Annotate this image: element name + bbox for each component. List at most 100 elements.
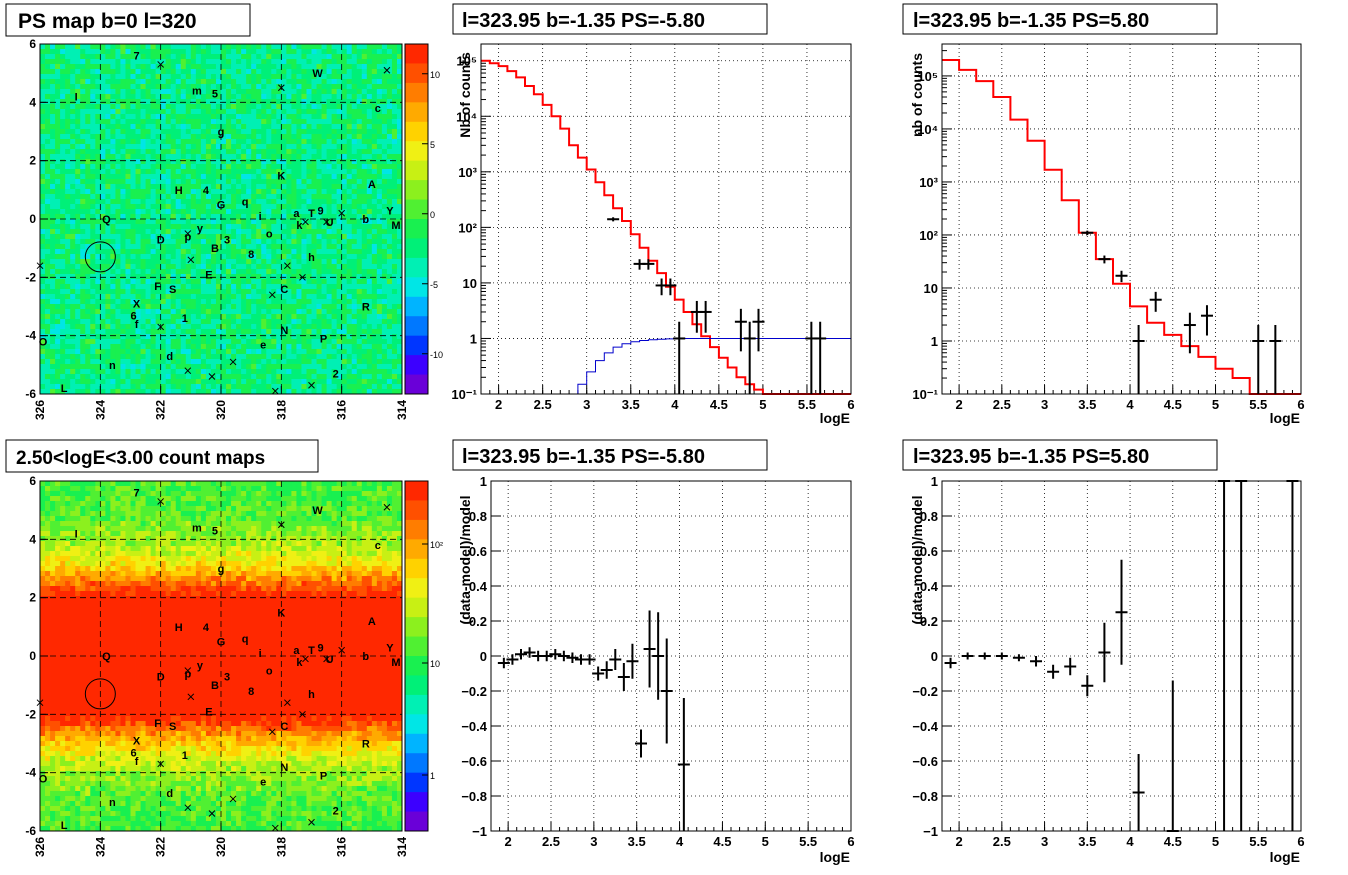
heatmap-cell <box>185 124 192 130</box>
heatmap-cell <box>160 389 167 395</box>
heatmap-cell <box>351 79 358 85</box>
heatmap-cell <box>286 334 292 340</box>
heatmap-cell <box>130 329 136 335</box>
heatmap-cell <box>210 274 217 280</box>
heatmap-cell <box>50 119 56 125</box>
heatmap-cell <box>261 244 267 250</box>
heatmap-cell <box>286 329 292 335</box>
heatmap-cell <box>115 54 121 60</box>
heatmap-cell <box>276 254 282 260</box>
heatmap-cell <box>381 64 388 70</box>
heatmap-cell <box>140 334 146 340</box>
heatmap-cell <box>251 369 257 375</box>
heatmap-cell <box>296 309 302 315</box>
heatmap-cell <box>366 284 373 290</box>
heatmap-cell <box>306 114 312 120</box>
heatmap-cell <box>50 349 56 355</box>
heatmap-cell <box>165 179 172 185</box>
heatmap-cell <box>256 319 262 325</box>
heatmap-cell <box>251 334 257 340</box>
heatmap-cell <box>246 154 252 160</box>
heatmap-cell <box>130 369 136 375</box>
heatmap-cell <box>120 44 126 50</box>
heatmap-cell <box>145 339 152 345</box>
heatmap-cell <box>241 314 247 320</box>
heatmap-cell <box>381 289 388 295</box>
heatmap-cell <box>65 259 71 265</box>
heatmap-cell <box>160 49 167 55</box>
heatmap-cell <box>80 64 86 70</box>
heatmap-cell <box>105 59 111 65</box>
heatmap-cell <box>316 144 322 150</box>
heatmap-cell <box>150 124 157 130</box>
heatmap-cell <box>346 204 353 210</box>
heatmap-cell <box>286 189 292 195</box>
heatmap-cell <box>306 374 312 380</box>
heatmap-cell <box>316 234 322 240</box>
heatmap-cell <box>246 54 252 60</box>
heatmap-cell <box>246 259 252 265</box>
heatmap-cell <box>381 359 388 365</box>
heatmap-cell <box>231 369 237 375</box>
heatmap-cell <box>296 74 302 80</box>
heatmap-cell <box>100 339 106 345</box>
heatmap-cell <box>130 44 136 50</box>
heatmap-cell <box>130 124 136 130</box>
heatmap-cell <box>346 249 353 255</box>
heatmap-cell <box>80 334 86 340</box>
heatmap-cell <box>165 214 172 220</box>
heatmap-cell <box>346 369 353 375</box>
heatmap-cell <box>281 174 287 180</box>
heatmap-cell <box>65 189 71 195</box>
heatmap-cell <box>231 374 237 380</box>
heatmap-cell <box>115 219 121 225</box>
heatmap-cell <box>221 84 227 90</box>
heatmap-cell <box>371 349 378 355</box>
heatmap-cell <box>306 99 312 105</box>
heatmap-cell <box>195 359 202 365</box>
heatmap-cell <box>366 214 373 220</box>
heatmap-cell <box>145 244 152 250</box>
heatmap-cell <box>291 149 297 155</box>
heatmap-cell <box>266 89 272 95</box>
heatmap-cell <box>55 194 61 200</box>
heatmap-cell <box>110 339 116 345</box>
heatmap-cell <box>271 69 277 75</box>
heatmap-cell <box>110 299 116 305</box>
heatmap-cell <box>221 104 227 110</box>
heatmap-cell <box>150 214 157 220</box>
heatmap-cell <box>246 79 252 85</box>
heatmap-cell <box>180 79 187 85</box>
heatmap-cell <box>140 284 146 290</box>
heatmap-cell <box>110 244 116 250</box>
heatmap-cell <box>95 214 101 220</box>
heatmap-cell <box>286 359 292 365</box>
heatmap-cell <box>100 64 106 70</box>
heatmap-cell <box>60 389 66 395</box>
heatmap-cell <box>50 194 56 200</box>
heatmap-cell <box>326 119 333 125</box>
heatmap-cell <box>396 54 403 60</box>
heatmap-cell <box>311 304 317 310</box>
heatmap-cell <box>100 129 106 135</box>
heatmap-cell <box>150 189 157 195</box>
heatmap-cell <box>65 334 71 340</box>
heatmap-cell <box>381 174 388 180</box>
heatmap-cell <box>180 209 187 215</box>
heatmap-cell <box>396 309 403 315</box>
heatmap-cell <box>391 344 398 350</box>
heatmap-cell <box>85 314 91 320</box>
heatmap-cell <box>381 144 388 150</box>
heatmap-cell <box>361 179 368 185</box>
heatmap-cell <box>65 204 71 210</box>
heatmap-cell <box>55 379 61 385</box>
heatmap-cell <box>291 214 297 220</box>
heatmap-cell <box>60 139 66 145</box>
heatmap-cell <box>241 74 247 80</box>
heatmap-cell <box>226 169 232 175</box>
heatmap-cell <box>271 319 277 325</box>
heatmap-cell <box>306 254 312 260</box>
heatmap-cell <box>306 149 312 155</box>
heatmap-cell <box>75 94 81 100</box>
heatmap-cell <box>80 69 86 75</box>
